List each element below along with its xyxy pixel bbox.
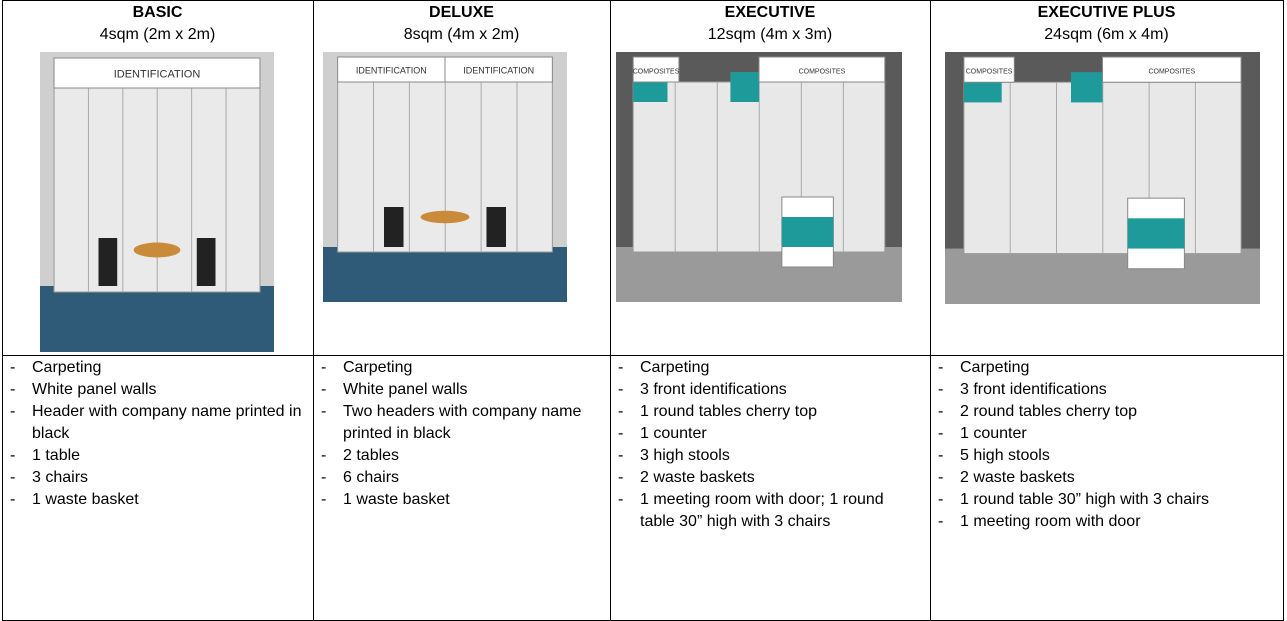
header-label: COMPOSITES [799, 68, 846, 75]
chair [196, 238, 216, 286]
header-label: IDENTIFICATION [356, 65, 427, 75]
list-item: 1 meeting room with door; 1 round table … [616, 489, 922, 533]
table-border [1283, 0, 1284, 621]
item-list: CarpetingWhite panel wallsTwo headers wi… [319, 357, 602, 511]
table-border [313, 0, 314, 621]
list-item: 3 high stools [616, 445, 922, 467]
chair [384, 207, 404, 247]
header-label: COMPOSITES [966, 68, 1013, 75]
table-border [2, 0, 1284, 1]
list-item: 2 round tables cherry top [936, 401, 1275, 423]
list-item: Carpeting [936, 357, 1275, 379]
table-border [2, 0, 3, 621]
package-size: 8sqm (4m x 2m) [403, 26, 520, 43]
table-column: EXECUTIVE PLUS 24sqm (6m x 4m) Carpeting3 … [930, 0, 1283, 621]
floor [616, 247, 902, 302]
list-item: 1 round table 30” high with 3 chairs [936, 489, 1275, 511]
booth-image: COMPOSITES COMPOSITES [945, 52, 1260, 304]
list-item: Carpeting [616, 357, 922, 379]
header-band [632, 56, 680, 83]
item-list: Carpeting3 front identifications2 round … [936, 357, 1275, 533]
list-item: 1 meeting room with door [936, 511, 1275, 533]
package-size: 24sqm (6m x 4m) [1044, 26, 1169, 43]
table-column: EXECUTIVE 12sqm (4m x 3m) Carpeting3 front… [610, 0, 930, 621]
table [133, 242, 181, 258]
header-label: COMPOSITES [633, 68, 680, 75]
list-item: 3 front identifications [616, 379, 922, 401]
list-item: 2 waste baskets [936, 467, 1275, 489]
table-border [610, 0, 611, 621]
header-label: IDENTIFICATION [114, 69, 201, 81]
list-item: 5 high stools [936, 445, 1275, 467]
booth-image: IDENTIFICATION IDENTIFICATION [323, 52, 567, 302]
table-column: BASIC 4sqm (2m x 2m) CarpetingWhite panel … [2, 0, 313, 621]
header-label: COMPOSITES [1148, 68, 1195, 75]
chair [98, 238, 118, 286]
header-band [758, 56, 886, 83]
teal-panel [781, 217, 834, 247]
table-border [930, 0, 931, 621]
package-title: EXECUTIVE [724, 4, 816, 21]
item-list: Carpeting3 front identifications1 round … [616, 357, 922, 533]
header-band [444, 56, 553, 83]
list-item: 1 counter [936, 423, 1275, 445]
header-band [963, 56, 1015, 83]
list-item: 6 chairs [319, 467, 602, 489]
booth-image: COMPOSITES COMPOSITES [616, 52, 902, 302]
floor [40, 286, 274, 352]
list-item: White panel walls [8, 379, 305, 401]
list-item: Two headers with company name printed in… [319, 401, 602, 445]
header-band [53, 57, 261, 89]
package-title: EXECUTIVE PLUS [1037, 4, 1176, 21]
chair [486, 207, 506, 247]
table [420, 210, 470, 224]
list-item: Carpeting [319, 357, 602, 379]
list-item: 3 chairs [8, 467, 305, 489]
header-band [1102, 56, 1242, 83]
list-item: 1 table [8, 445, 305, 467]
teal-panel [730, 72, 759, 102]
table-border [2, 355, 1284, 356]
teal-panel [1071, 72, 1103, 103]
teal-panel [1127, 218, 1185, 249]
header-label: IDENTIFICATION [463, 65, 534, 75]
list-item: 3 front identifications [936, 379, 1275, 401]
package-size: 12sqm (4m x 3m) [707, 26, 833, 43]
list-item: 2 tables [319, 445, 602, 467]
table-column: DELUXE 8sqm (4m x 2m) CarpetingWhite panel… [313, 0, 610, 621]
list-item: Header with company name printed in blac… [8, 401, 305, 445]
floor [945, 248, 1260, 304]
item-list: CarpetingWhite panel wallsHeader with co… [8, 357, 305, 511]
floor [323, 247, 567, 302]
booth-image: IDENTIFICATION [40, 52, 274, 352]
package-title: BASIC [132, 4, 183, 21]
list-item: Carpeting [8, 357, 305, 379]
list-item: 1 counter [616, 423, 922, 445]
list-item: 1 waste basket [319, 489, 602, 511]
list-item: White panel walls [319, 379, 602, 401]
list-item: 1 waste basket [8, 489, 305, 511]
list-item: 1 round tables cherry top [616, 401, 922, 423]
package-size: 4sqm (2m x 2m) [99, 26, 216, 43]
package-title: DELUXE [429, 4, 494, 21]
list-item: 2 waste baskets [616, 467, 922, 489]
